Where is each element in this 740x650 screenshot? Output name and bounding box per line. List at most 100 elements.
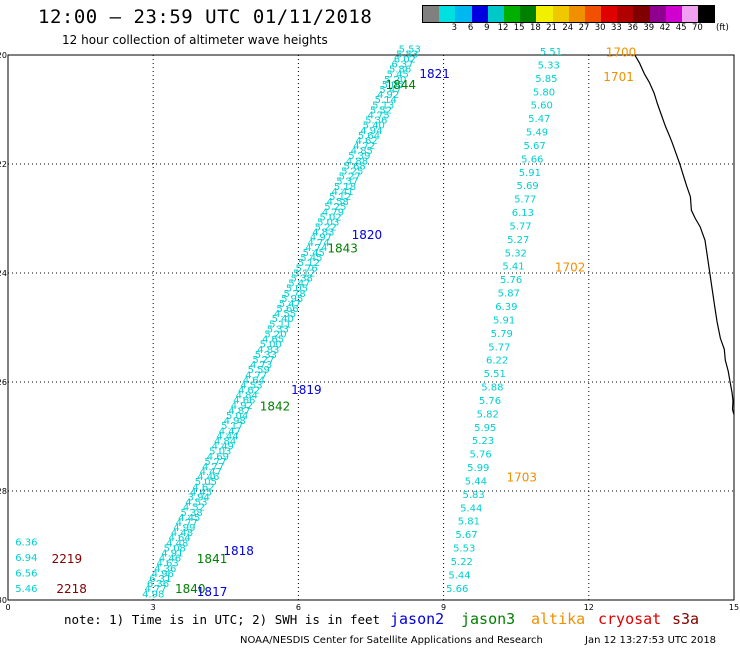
swh-value-label: 5.40 — [363, 121, 385, 132]
pass-time-label: 1842 — [260, 400, 291, 414]
swh-value-label: 4.79 — [322, 207, 344, 218]
swh-value-label: 5.08 — [164, 543, 186, 554]
color-swatch — [552, 6, 569, 22]
swh-value-label: 5.80 — [533, 87, 555, 98]
color-swatch — [665, 6, 682, 22]
swh-value-label: 5.39 — [348, 151, 370, 162]
swh-value-label: 5.67 — [455, 530, 477, 541]
swh-value-label: 4.77 — [245, 370, 267, 381]
swh-value-label: 5.05 — [286, 284, 308, 295]
swh-value-label: 5.76 — [479, 396, 501, 407]
swh-value-label: 5.05 — [382, 80, 404, 91]
swh-value-label: 5.66 — [521, 154, 543, 165]
swh-value-label: 5.68 — [343, 161, 365, 172]
swh-value-label: 5.47 — [279, 299, 301, 310]
swh-value-label: 4.83 — [257, 345, 279, 356]
color-swatch — [503, 6, 521, 22]
swh-value-label: 6.94 — [15, 553, 37, 564]
swh-value-label: 6.39 — [495, 302, 517, 313]
swh-value-label: 5.33 — [267, 324, 289, 335]
swh-value-label: 5.91 — [519, 168, 541, 179]
swh-value-label: 5.00 — [260, 340, 282, 351]
color-scale-tick-label: 33 — [610, 23, 622, 33]
swh-value-label: 5.95 — [281, 294, 303, 305]
swh-value-label: 6.31 — [149, 574, 171, 585]
swh-value-label: 5.13 — [372, 100, 394, 111]
swh-value-label: 5.53 — [399, 44, 421, 55]
swh-value-label: 5.04 — [226, 411, 248, 422]
swh-value-label: 4.98 — [142, 589, 164, 600]
swh-value-label: 5.81 — [458, 517, 480, 528]
color-scale-tick-label: 30 — [594, 23, 606, 33]
color-scale-labels: 3 6 9 12 15 18 21 24 27 30 33 36 39 42 45 70 — [422, 23, 740, 35]
latitude-tick-label: -20 — [0, 51, 7, 60]
pass-time-label: 1817 — [197, 585, 228, 599]
swh-value-label: 5.77 — [204, 457, 226, 468]
color-scale-tick-label: 6 — [467, 23, 474, 33]
swh-value-label: 4.47 — [219, 426, 241, 437]
swh-value-label: 4.45 — [190, 487, 212, 498]
color-swatch — [487, 6, 504, 22]
swh-value-label: 4.52 — [183, 503, 205, 514]
swh-value-label: 4.64 — [168, 533, 190, 544]
swh-value-label: 5.45 — [303, 248, 325, 259]
swh-value-label: 5.20 — [264, 330, 286, 341]
swh-value-label: 5.12 — [298, 258, 320, 269]
latitude-tick-label: -26 — [0, 378, 7, 387]
swh-value-label: 4.77 — [202, 462, 224, 473]
swh-value-label: 5.76 — [500, 275, 522, 286]
swh-value-label: 5.46 — [15, 584, 37, 595]
color-scale-tick-label: 3 — [451, 23, 458, 33]
swh-value-label: 5.27 — [339, 172, 361, 183]
swh-value-label: 5.47 — [288, 279, 310, 290]
swh-value-label: 4.48 — [166, 538, 188, 549]
swh-value-label: 5.02 — [319, 212, 341, 223]
swh-value-label: 6.36 — [15, 538, 37, 549]
swh-value-label: 4.91 — [161, 549, 183, 560]
color-scale-tick-label: 27 — [578, 23, 590, 33]
swh-value-label: 4.41 — [331, 187, 353, 198]
swh-value-label: 4.85 — [351, 146, 373, 157]
swh-value-label: 5.41 — [502, 262, 524, 273]
swh-value-label: 5.17 — [221, 421, 243, 432]
pass-time-label: 1701 — [603, 70, 634, 84]
swh-value-label: 5.59 — [248, 365, 270, 376]
swh-value-label: 6.02 — [394, 55, 416, 66]
swh-value-label: 5.51 — [484, 369, 506, 380]
swh-value-label: 5.03 — [209, 447, 231, 458]
longitude-tick-label: 3 — [151, 603, 156, 612]
swh-value-label: 4.62 — [192, 482, 214, 493]
color-scale-tick-label: 21 — [546, 23, 558, 33]
swh-value-label: 4.66 — [233, 396, 255, 407]
coastline — [634, 54, 735, 415]
pass-time-label: 1700 — [606, 45, 637, 59]
swh-value-label: 5.03 — [317, 218, 339, 229]
color-swatch — [455, 6, 472, 22]
color-swatch — [568, 6, 585, 22]
swh-value-label: 5.27 — [252, 355, 274, 366]
swh-value-label: 5.47 — [528, 114, 550, 125]
color-scale-unit: (ft) — [716, 23, 729, 33]
swh-value-label: 5.95 — [474, 423, 496, 434]
pass-time-label: 1841 — [197, 552, 228, 566]
swh-value-label: 5.38 — [291, 274, 313, 285]
pass-time-label: 1843 — [327, 242, 358, 256]
swh-value-label: 5.85 — [535, 74, 557, 85]
swh-value-label: 4.36 — [154, 564, 176, 575]
swh-value-label: 5.99 — [467, 463, 489, 474]
swh-value-label: 6.22 — [486, 356, 508, 367]
swh-value-label: 4.74 — [307, 238, 329, 249]
swh-value-label: 4.88 — [346, 156, 368, 167]
generation-timestamp: Jan 12 13:27:53 UTC 2018 — [585, 635, 717, 646]
swh-value-label: 5.52 — [370, 105, 392, 116]
latitude-tick-label: -28 — [0, 487, 7, 496]
swh-value-label: 5.53 — [453, 544, 475, 555]
swh-value-label: 4.99 — [173, 523, 195, 534]
swh-value-label: 5.25 — [324, 202, 346, 213]
swh-value-label: 4.73 — [250, 360, 272, 371]
swh-value-label: 4.62 — [238, 386, 260, 397]
swh-value-label: 5.36 — [365, 116, 387, 127]
swh-value-label: 5.33 — [538, 60, 560, 71]
swh-value-label: 4.64 — [243, 375, 265, 386]
